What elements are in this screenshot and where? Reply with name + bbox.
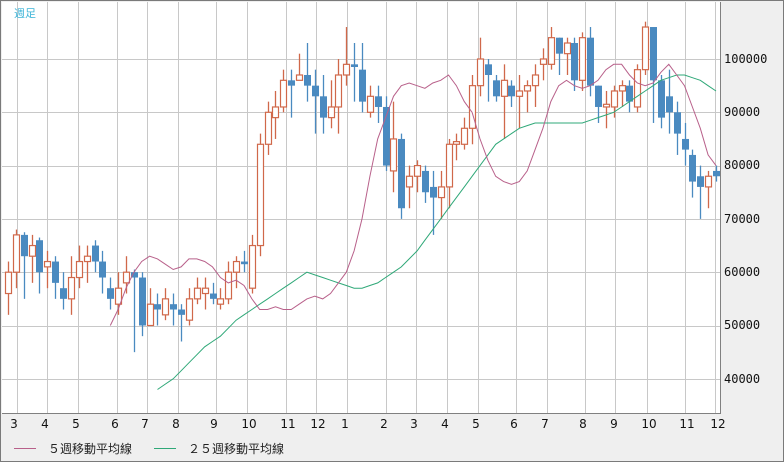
x-tick-label: 9 — [610, 417, 618, 431]
x-tick-label: 10 — [641, 417, 657, 431]
legend: ５週移動平均線 ２５週移動平均線 — [14, 440, 306, 457]
plot-area[interactable]: 週足 — [2, 2, 721, 414]
x-tick-label: 7 — [541, 417, 549, 431]
x-tick-label: 12 — [710, 417, 726, 431]
legend-label-ma25: ２５週移動平均線 — [188, 442, 285, 456]
y-tick-label: 50000 — [724, 318, 761, 332]
ma25-line-swatch-icon — [154, 448, 177, 449]
x-tick-label: 11 — [679, 417, 695, 431]
x-tick-label: 11 — [280, 417, 296, 431]
y-tick-label: 60000 — [724, 265, 761, 279]
y-tick-label: 80000 — [724, 158, 761, 172]
x-tick-label: 8 — [172, 417, 180, 431]
x-tick-label: 9 — [210, 417, 218, 431]
legend-label-ma5: ５週移動平均線 — [48, 442, 133, 456]
legend-item-ma5: ５週移動平均線 — [14, 440, 132, 457]
x-tick-label: 8 — [579, 417, 587, 431]
ma5-line-swatch-icon — [14, 448, 36, 449]
x-tick-label: 3 — [10, 417, 18, 431]
y-tick-label: 90000 — [724, 105, 761, 119]
x-tick-label: 12 — [310, 417, 326, 431]
y-tick-label: 40000 — [724, 372, 761, 386]
y-tick-label: 100000 — [724, 52, 768, 66]
x-tick-label: 4 — [441, 417, 449, 431]
x-tick-label: 1 — [341, 417, 349, 431]
y-tick-label: 70000 — [724, 212, 761, 226]
x-tick-label: 6 — [111, 417, 119, 431]
x-tick-label: 10 — [241, 417, 257, 431]
x-tick-label: 7 — [141, 417, 149, 431]
x-tick-label: 3 — [410, 417, 418, 431]
ma5-line — [109, 63, 717, 326]
x-tick-label: 6 — [510, 417, 518, 431]
candlestick-chart — [2, 2, 720, 413]
x-tick-label: 5 — [472, 417, 480, 431]
legend-item-ma25: ２５週移動平均線 — [154, 440, 284, 457]
candles — [4, 21, 720, 353]
x-tick-label: 2 — [380, 417, 388, 431]
period-label: 週足 — [14, 7, 36, 20]
x-tick-label: 5 — [72, 417, 80, 431]
x-tick-label: 4 — [41, 417, 49, 431]
ma25-line — [157, 74, 717, 390]
